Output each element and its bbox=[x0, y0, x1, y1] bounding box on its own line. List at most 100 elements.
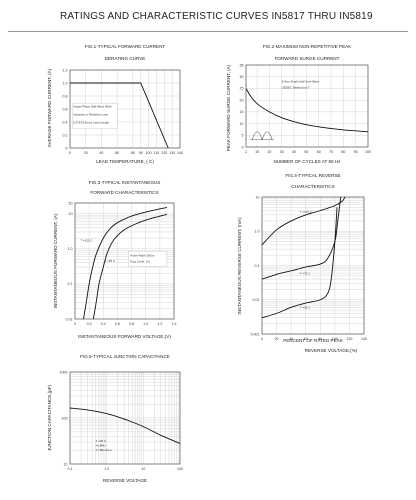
fig2-xtick-label: 80 bbox=[341, 150, 345, 154]
fig2-xtick-label: 1 bbox=[245, 150, 247, 154]
fig4-annotation: T =125 C bbox=[300, 210, 312, 214]
fig2-xlabel: NUMBER OF CYCLES AT 60 Hz bbox=[274, 159, 342, 164]
fig3-chart: FIG.3-TYPICAL INSTANTANEOUS FORWARD CHARA… bbox=[53, 180, 177, 339]
fig4-xtick-label: 20 bbox=[275, 337, 279, 341]
title-divider bbox=[8, 31, 408, 32]
fig1-xtick-label: 100 bbox=[146, 151, 152, 155]
fig1-annotation: Inductive or Resistive Load bbox=[73, 113, 108, 117]
fig3-xtick-label: 1.4 bbox=[172, 322, 177, 326]
fig2-xtick-label: 100 bbox=[365, 150, 371, 154]
fig3-annotation: Duty Cycle, 1% bbox=[130, 260, 150, 264]
fig2-title: FIG.2-MAXIMUM NON-REPETITIVE PEAK bbox=[263, 44, 353, 49]
fig4-xtick-label: 100 bbox=[332, 337, 338, 341]
fig1-ytick-label: 1.0 bbox=[63, 81, 68, 85]
fig4-subtitle: CHARACTERISTICS bbox=[291, 184, 334, 189]
fig3-note-box bbox=[128, 251, 168, 267]
fig4-xtick-label: 140 bbox=[361, 337, 367, 341]
fig2-chart: FIG.2-MAXIMUM NON-REPETITIVE PEAK FORWARD… bbox=[226, 44, 371, 164]
fig4-ytick-label: 0.1 bbox=[255, 264, 260, 268]
fig4-title: FIG.4-TYPICAL REVERSE bbox=[285, 173, 340, 178]
fig2-sine-pulse-icon bbox=[250, 131, 275, 141]
fig2-xtick-label: 60 bbox=[317, 150, 321, 154]
fig5-xtick-label: 1.0 bbox=[104, 467, 109, 471]
fig3-xtick-label: 1.0 bbox=[143, 322, 148, 326]
fig3-ytick-label: 0.01 bbox=[66, 317, 73, 321]
fig2-xtick-label: 20 bbox=[267, 150, 271, 154]
fig4-series-1-line bbox=[261, 196, 342, 280]
fig4-series-2-line bbox=[261, 207, 338, 319]
fig4-xlabel: PERCENT OF RATED PEAK bbox=[283, 338, 343, 343]
fig4-xtick-label: 40 bbox=[289, 337, 293, 341]
fig2-xtick-label: 50 bbox=[304, 150, 308, 154]
fig3-series-1-line bbox=[92, 213, 168, 320]
fig2-xtick-label: 10 bbox=[255, 150, 259, 154]
fig3-xlabel: INSTANTANEOUS FORWARD VOLTAGE,(V) bbox=[78, 334, 171, 339]
fig2-series-0-line bbox=[245, 88, 369, 133]
fig1-series-0-line bbox=[70, 82, 169, 149]
fig2-ytick-label: 35 bbox=[240, 63, 244, 67]
fig1-xtick-label: 110 bbox=[154, 151, 160, 155]
fig5-ytick-label: 10 bbox=[64, 462, 68, 466]
fig1-xtick-label: 60 bbox=[115, 151, 119, 155]
fig3-plot-frame bbox=[74, 202, 175, 320]
fig2-ytick-label: 5 bbox=[242, 134, 244, 138]
fig1-subtitle: DERATING CURVE bbox=[105, 56, 146, 61]
fig1-xtick-label: 0 bbox=[69, 151, 71, 155]
fig2-subtitle: FORWARD SURGE CURRENT bbox=[275, 56, 340, 61]
fig1-ytick-label: 0.2 bbox=[63, 133, 68, 137]
fig5-ytick-label: 100 bbox=[62, 416, 68, 420]
fig2-plot-frame bbox=[245, 64, 369, 148]
fig3-xtick-label: 0.6 bbox=[115, 322, 120, 326]
fig4-ytick-label: 1.0 bbox=[255, 230, 260, 234]
fig3-xtick-label: 1.2 bbox=[157, 322, 162, 326]
fig2-ytick-label: 25 bbox=[240, 87, 244, 91]
fig1-xtick-label: 40 bbox=[99, 151, 103, 155]
fig3-xtick-label: 0 bbox=[74, 322, 76, 326]
fig2-ylabel: PEAK FORWARD SURGE CURRENT, (A) bbox=[226, 64, 231, 151]
fig1-annotation: 0.375"(9.5mm) Lead Length bbox=[73, 120, 109, 124]
fig3-subtitle: FORWARD CHARACTERISTICS bbox=[90, 190, 158, 195]
fig2-ytick-label: 30 bbox=[240, 75, 244, 79]
fig4-ytick-label: 0.001 bbox=[251, 332, 260, 336]
fig5-plot-frame bbox=[69, 371, 181, 465]
fig5-chart: FIG.5-TYPICAL JUNCTION CAPACITANCE 0.1 1.0… bbox=[47, 354, 183, 483]
fig1-ytick-label: 0.6 bbox=[63, 107, 68, 111]
fig4-xlabel-line2: REVERSE VOLTAGE,(%) bbox=[305, 348, 358, 353]
fig1-annotation: Single Phase Half Wave 60Hz bbox=[73, 105, 112, 109]
fig2-ytick-label: 15 bbox=[240, 110, 244, 114]
fig5-annotation: V =50mVp-p bbox=[96, 448, 113, 452]
fig3-annotation: Pulse Width 300us bbox=[130, 254, 155, 258]
fig1-ytick-label: 1.2 bbox=[63, 68, 68, 72]
fig1-ylabel: AVERAGE FORWARD CURRENT, (A) bbox=[47, 68, 52, 147]
fig1-xtick-label: 80 bbox=[131, 151, 135, 155]
fig4-xtick-label: 0 bbox=[261, 337, 263, 341]
fig1-xtick-label: 90 bbox=[139, 151, 143, 155]
fig3-series-0-line bbox=[83, 206, 168, 320]
fig3-annotation: T =25 C bbox=[105, 259, 115, 263]
fig2-ytick-label: 0 bbox=[242, 145, 244, 149]
fig5-annotation: f=1MHz bbox=[96, 444, 107, 448]
fig2-annotation: 8.3ms Single Half Sine-Wave bbox=[282, 80, 320, 84]
fig3-annotation: T =125 C bbox=[81, 239, 93, 243]
fig1-xtick-label: 130 bbox=[169, 151, 175, 155]
fig1-xtick-label: 120 bbox=[161, 151, 167, 155]
fig2-annotation: (JEDEC Method) at T bbox=[282, 85, 310, 89]
fig3-title: FIG.3-TYPICAL INSTANTANEOUS bbox=[89, 180, 161, 185]
fig5-xtick-label: 100 bbox=[177, 467, 183, 471]
fig5-xlabel: REVERSE VOLTAGE bbox=[103, 478, 147, 483]
fig4-ytick-label: 0.01 bbox=[253, 298, 260, 302]
fig5-xtick-label: 0.1 bbox=[68, 467, 73, 471]
fig4-series-0-line bbox=[261, 196, 346, 246]
fig4-ylabel: INSTANTANEOUS REVERSE CURRENT, (mA) bbox=[237, 217, 242, 315]
fig4-chart: FIG.4-TYPICAL REVERSE CHARACTERISTICS 0 20 4… bbox=[237, 173, 367, 353]
fig4-grid bbox=[261, 196, 365, 335]
fig4-annotation: T =75 C bbox=[300, 271, 310, 275]
fig2-ytick-label: 10 bbox=[240, 122, 244, 126]
fig3-ytick-label: 10 bbox=[69, 212, 73, 216]
fig4-xtick-label: 80 bbox=[318, 337, 322, 341]
fig4-plot-frame bbox=[261, 196, 365, 335]
fig2-xtick-label: 90 bbox=[354, 150, 358, 154]
fig4-xtick-label: 60 bbox=[304, 337, 308, 341]
fig5-ylabel: JUNCTION CAPACITANCE,(pF) bbox=[47, 384, 52, 451]
fig2-xtick-label: 70 bbox=[329, 150, 333, 154]
